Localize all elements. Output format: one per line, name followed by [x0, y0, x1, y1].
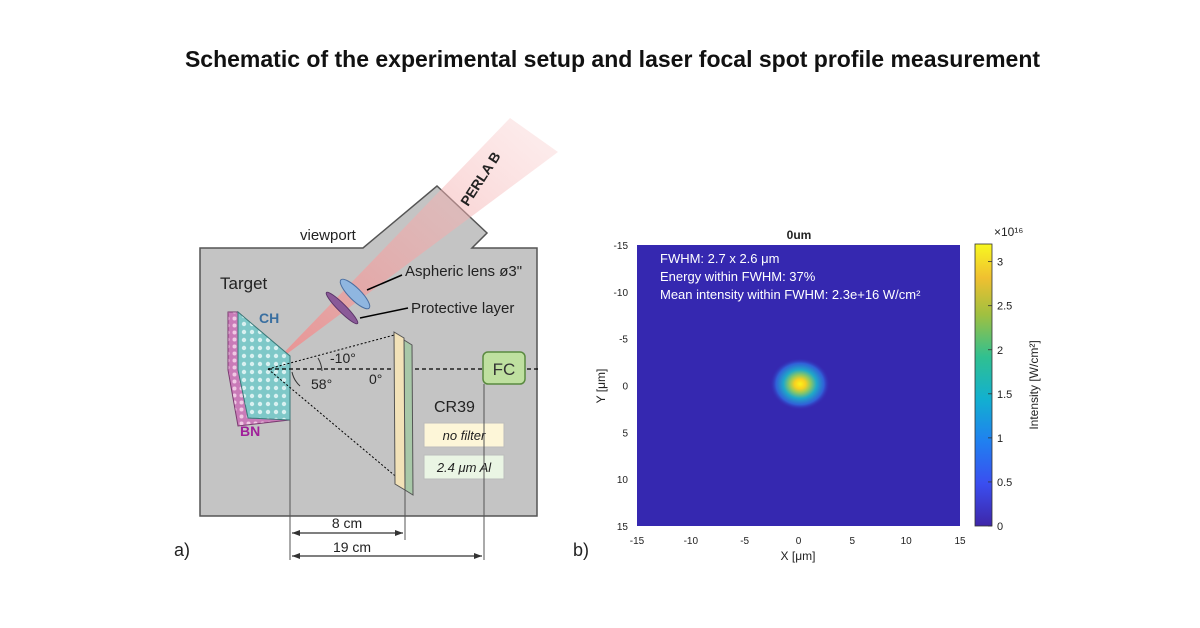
bn-label: BN — [240, 423, 260, 439]
y-tick-label: 5 — [622, 428, 628, 439]
y-tick-label: 0 — [622, 382, 628, 393]
al-filter-label: 2.4 μm Al — [436, 460, 492, 475]
x-tick-label: -10 — [684, 536, 699, 547]
y-axis-label: Y [μm] — [594, 369, 608, 404]
target-label: Target — [220, 274, 268, 293]
ch-label: CH — [259, 310, 279, 326]
distance-8cm-label: 8 cm — [332, 515, 362, 531]
page-title: Schematic of the experimental setup and … — [184, 46, 1041, 72]
y-axis-ticks: -15 -10 -5 0 5 10 15 — [614, 241, 629, 533]
angle-arc-neg10 — [317, 357, 323, 372]
annotation-energy: Energy within FWHM: 37% — [660, 269, 816, 284]
x-tick-label: -15 — [630, 536, 645, 547]
colorbar-ticks: 0 0.5 1 1.5 2 2.5 3 — [988, 257, 1012, 533]
colorbar-tick-label: 0 — [997, 521, 1003, 533]
panel-a-schematic: PERLA B viewport Target CH BN Aspheric l… — [174, 118, 558, 560]
x-tick-label: 5 — [850, 536, 856, 547]
upper-cone-line — [267, 333, 399, 370]
protective-layer — [325, 291, 359, 325]
angle-neg10-label: -10° — [330, 350, 356, 366]
lens-pointer — [366, 274, 403, 291]
x-axis-label: X [μm] — [781, 549, 816, 563]
lower-cone-line — [267, 368, 401, 481]
colorbar-tick-label: 1 — [997, 433, 1003, 445]
colorbar — [974, 243, 993, 527]
faraday-cup — [482, 351, 526, 385]
colorbar-tick-label: 3 — [997, 257, 1003, 269]
no-filter-label: no filter — [443, 428, 486, 443]
fc-label: FC — [493, 360, 516, 379]
x-axis-ticks: -15 -10 -5 0 5 10 15 — [630, 536, 966, 547]
colorbar-tick-label: 0.5 — [997, 477, 1012, 489]
angle-0-label: 0° — [369, 371, 382, 387]
x-tick-label: 0 — [796, 536, 802, 547]
no-filter-box — [423, 422, 505, 448]
distance-19cm-label: 19 cm — [333, 539, 371, 555]
y-tick-label: 10 — [617, 475, 629, 486]
colorbar-label: Intensity [W/cm²] — [1027, 340, 1041, 429]
plot-title: 0um — [787, 228, 812, 242]
annotation-mean-intensity: Mean intensity within FWHM: 2.3e+16 W/cm… — [660, 287, 921, 302]
y-tick-label: 15 — [617, 522, 629, 533]
x-tick-label: -5 — [740, 536, 749, 547]
focal-spot — [770, 358, 830, 410]
angle-arc-58 — [291, 371, 301, 387]
cr39-label: CR39 — [434, 399, 475, 416]
colorbar-scale: ×10¹⁶ — [994, 225, 1023, 239]
ch-layer — [237, 310, 291, 421]
annotation-fwhm: FWHM: 2.7 x 2.6 μm — [660, 251, 779, 266]
lens-label: Aspheric lens ø3" — [405, 263, 522, 280]
x-tick-label: 10 — [901, 536, 913, 547]
colorbar-tick-label: 2.5 — [997, 301, 1012, 313]
al-filter-box — [423, 454, 505, 480]
y-tick-label: -15 — [614, 241, 629, 252]
viewport-label: viewport — [300, 227, 357, 244]
colorbar-tick-label: 1.5 — [997, 389, 1012, 401]
protective-label: Protective layer — [411, 300, 514, 317]
y-tick-label: -10 — [614, 288, 629, 299]
aspheric-lens — [339, 278, 371, 310]
colorbar-tick-label: 2 — [997, 345, 1003, 357]
cr39-detector — [393, 331, 406, 491]
panel-a-label: a) — [174, 540, 190, 560]
protective-pointer — [359, 307, 409, 319]
x-tick-label: 15 — [954, 536, 966, 547]
angle-58-label: 58° — [311, 376, 332, 392]
panel-b-focal-spot: 0um FWHM: 2.7 x 2.6 μm Energy within FWH… — [573, 225, 1041, 563]
y-tick-label: -5 — [619, 335, 628, 346]
panel-b-label: b) — [573, 540, 589, 560]
